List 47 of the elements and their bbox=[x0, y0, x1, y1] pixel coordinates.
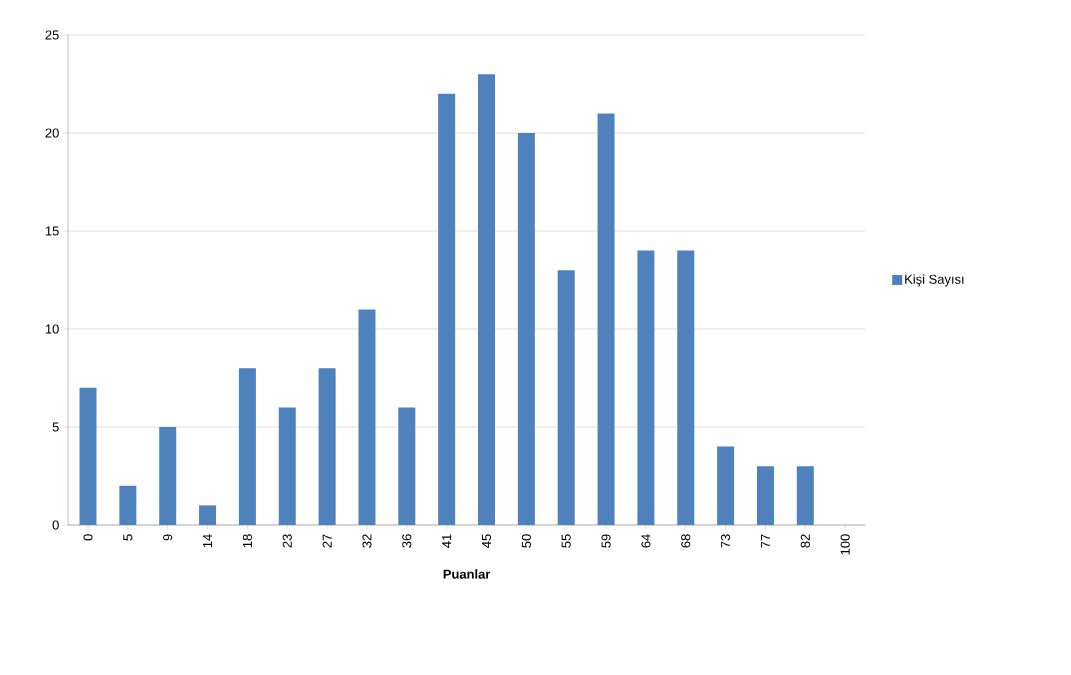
x-tick-label: 100 bbox=[840, 534, 850, 555]
x-tick-label: 18 bbox=[242, 534, 252, 548]
x-tick-label: 27 bbox=[322, 534, 332, 548]
x-tick-label: 14 bbox=[203, 534, 213, 548]
x-tick-label: 64 bbox=[641, 534, 651, 548]
bar bbox=[278, 407, 296, 525]
bar bbox=[597, 113, 615, 525]
x-tick-label: 45 bbox=[481, 534, 492, 548]
bar bbox=[438, 93, 456, 525]
bar bbox=[119, 485, 137, 525]
x-tick-label: 5 bbox=[123, 534, 133, 541]
bar bbox=[717, 446, 735, 525]
legend-label: Kişi Sayısı bbox=[905, 274, 964, 287]
bar bbox=[557, 270, 575, 525]
y-tick-label: 15 bbox=[45, 226, 59, 236]
x-tick-label: 55 bbox=[561, 534, 571, 548]
x-tick-label: 82 bbox=[800, 534, 810, 548]
x-tick-label: 36 bbox=[402, 534, 412, 548]
x-axis-title: Puanlar bbox=[443, 569, 491, 579]
bar bbox=[796, 466, 814, 525]
x-tick-label: 32 bbox=[362, 534, 372, 548]
bar bbox=[318, 368, 336, 525]
bar bbox=[637, 250, 655, 525]
x-tick-label: 50 bbox=[521, 534, 531, 548]
bar bbox=[199, 505, 217, 525]
bar bbox=[478, 74, 495, 525]
x-tick-label: 9 bbox=[163, 534, 173, 541]
x-tick-label: 0 bbox=[83, 534, 93, 541]
y-tick-label: 5 bbox=[52, 422, 59, 432]
y-tick-label: 20 bbox=[45, 128, 59, 138]
x-tick-label: 73 bbox=[721, 534, 731, 548]
bar bbox=[358, 309, 376, 525]
x-tick-label: 59 bbox=[601, 534, 611, 548]
y-tick-label: 10 bbox=[45, 324, 59, 334]
x-tick-label: 23 bbox=[282, 534, 292, 548]
bar bbox=[398, 407, 416, 525]
y-tick-label: 25 bbox=[45, 30, 59, 40]
x-tick-label: 41 bbox=[442, 534, 452, 548]
bar bbox=[79, 387, 97, 525]
bar bbox=[238, 368, 256, 525]
x-tick-label: 77 bbox=[761, 534, 770, 548]
x-tick-label: 68 bbox=[681, 534, 691, 548]
y-tick-label: 0 bbox=[52, 520, 59, 530]
bar bbox=[756, 466, 774, 525]
bar bbox=[159, 427, 177, 525]
bar bbox=[517, 133, 535, 525]
bar bbox=[677, 250, 695, 525]
